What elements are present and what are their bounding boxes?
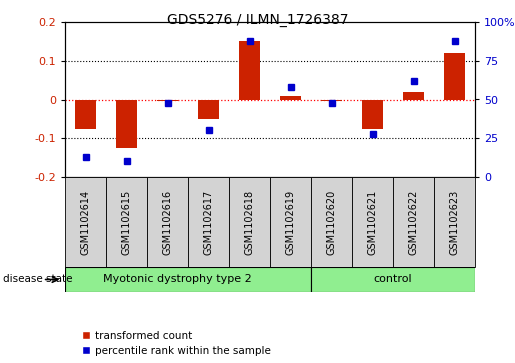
Text: disease state: disease state bbox=[3, 274, 72, 285]
Text: GSM1102615: GSM1102615 bbox=[122, 189, 131, 254]
Bar bbox=[116, 99, 137, 148]
Bar bbox=[65, 177, 106, 267]
Bar bbox=[280, 95, 301, 99]
Bar bbox=[239, 41, 260, 99]
Bar bbox=[321, 99, 342, 101]
Text: GSM1102618: GSM1102618 bbox=[245, 189, 254, 254]
Bar bbox=[188, 177, 229, 267]
Bar bbox=[270, 177, 311, 267]
Text: GSM1102614: GSM1102614 bbox=[80, 189, 91, 254]
Bar bbox=[393, 177, 434, 267]
Bar bbox=[147, 177, 188, 267]
Bar bbox=[362, 99, 383, 129]
Text: GSM1102616: GSM1102616 bbox=[163, 189, 173, 254]
Text: control: control bbox=[374, 274, 413, 285]
Text: GSM1102621: GSM1102621 bbox=[368, 189, 377, 254]
Bar bbox=[75, 99, 96, 129]
Text: GSM1102619: GSM1102619 bbox=[285, 189, 296, 254]
Bar bbox=[65, 267, 311, 292]
Text: GSM1102617: GSM1102617 bbox=[203, 189, 214, 254]
Text: GSM1102622: GSM1102622 bbox=[408, 189, 419, 255]
Bar bbox=[434, 177, 475, 267]
Text: GDS5276 / ILMN_1726387: GDS5276 / ILMN_1726387 bbox=[167, 13, 348, 27]
Bar bbox=[352, 177, 393, 267]
Bar bbox=[311, 267, 475, 292]
Text: GSM1102620: GSM1102620 bbox=[327, 189, 336, 254]
Bar bbox=[157, 99, 178, 101]
Bar bbox=[229, 177, 270, 267]
Bar bbox=[311, 177, 352, 267]
Legend: transformed count, percentile rank within the sample: transformed count, percentile rank withi… bbox=[80, 331, 271, 356]
Bar bbox=[198, 99, 219, 119]
Bar bbox=[444, 53, 465, 99]
Text: Myotonic dystrophy type 2: Myotonic dystrophy type 2 bbox=[104, 274, 252, 285]
Bar bbox=[403, 92, 424, 99]
Bar bbox=[106, 177, 147, 267]
Text: GSM1102623: GSM1102623 bbox=[450, 189, 459, 254]
